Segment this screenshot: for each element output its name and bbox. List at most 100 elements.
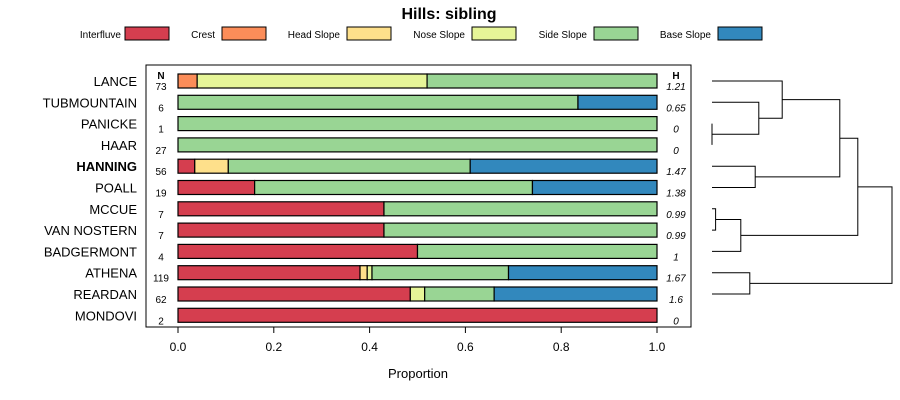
bar-hanning-head-slope — [194, 158, 229, 174]
bar-badgermont-side-slope — [416, 243, 658, 259]
legend-swatch-nose-slope — [471, 26, 517, 41]
legend-swatch-crest — [221, 26, 267, 41]
bar-van-nostern-side-slope — [383, 222, 658, 238]
legend-label-base-slope: Base Slope — [660, 30, 712, 41]
x-tick-label: 0.6 — [457, 340, 474, 354]
dendrogram-branch — [749, 186, 893, 284]
row-labels: LANCE 73 1.21 TUBMOUNTAIN 6 0.65 PANICKE 1 0 HAAR… — [43, 74, 687, 327]
legend-label-nose-slope: Nose Slope — [413, 30, 465, 41]
h-value-athena: 1.67 — [666, 274, 686, 285]
legend-swatch-interfluve — [124, 26, 170, 41]
bar-badgermont-interfluve — [177, 243, 419, 259]
bar-poall-base-slope — [531, 179, 658, 196]
bar-van-nostern-interfluve — [177, 222, 385, 238]
row-label-lance: LANCE — [94, 74, 138, 89]
n-value-hanning: 56 — [155, 167, 167, 178]
row-label-panicke: PANICKE — [81, 117, 137, 132]
n-value-panicke: 1 — [158, 125, 164, 136]
row-label-reardan: REARDAN — [73, 287, 137, 302]
row-label-mccue: MCCUE — [89, 202, 137, 217]
bar-lance-crest — [177, 73, 198, 89]
dendrogram-branch — [712, 165, 756, 188]
x-tick-label: 0.8 — [553, 340, 570, 354]
x-axis: 0.0 0.2 0.4 0.6 0.8 1.0 — [170, 327, 666, 354]
bar-tubmountain-base-slope — [577, 94, 658, 110]
legend-swatch-side-slope — [593, 26, 639, 41]
dendrogram — [711, 80, 893, 295]
n-value-poall: 19 — [155, 189, 167, 200]
h-value-reardan: 1.6 — [669, 295, 683, 306]
dendrogram-branch — [712, 80, 783, 119]
row-label-poall: POALL — [95, 181, 137, 196]
bar-haar-side-slope — [177, 137, 658, 153]
bar-mondovi-interfluve — [177, 307, 658, 323]
legend-label-side-slope: Side Slope — [539, 30, 588, 41]
legend: Interfluve Crest Head Slope Nose Slope Side … — [80, 26, 763, 41]
n-value-reardan: 62 — [155, 295, 167, 306]
n-header: N — [157, 71, 164, 82]
h-value-lance: 1.21 — [666, 82, 685, 93]
bar-athena-base-slope — [507, 265, 658, 281]
bar-poall-interfluve — [177, 179, 256, 196]
h-value-mccue: 0.99 — [666, 210, 686, 221]
bar-reardan-interfluve — [177, 286, 411, 302]
bar-hanning-interfluve — [177, 158, 196, 174]
row-label-badgermont: BADGERMONT — [44, 244, 137, 259]
legend-swatch-head-slope — [346, 26, 392, 41]
bar-athena-nose-slope — [366, 265, 373, 281]
x-axis-label: Proportion — [388, 366, 448, 381]
dendrogram-branch — [712, 101, 760, 135]
h-value-poall: 1.38 — [666, 189, 686, 200]
bar-tubmountain-side-slope — [177, 94, 579, 110]
n-value-mccue: 7 — [158, 210, 164, 221]
plot-panel — [145, 64, 692, 328]
bar-lance-nose-slope — [196, 73, 428, 89]
bar-mccue-side-slope — [383, 201, 658, 217]
row-label-mondovi: MONDOVI — [75, 308, 137, 323]
n-value-lance: 73 — [155, 82, 167, 93]
bar-athena-side-slope — [371, 265, 510, 281]
bar-lance-side-slope — [426, 73, 658, 89]
bar-reardan-base-slope — [493, 286, 658, 302]
row-label-athena: ATHENA — [85, 266, 137, 281]
n-value-mondovi: 2 — [158, 316, 164, 327]
row-label-tubmountain: TUBMOUNTAIN — [43, 95, 137, 110]
x-tick-label: 0.0 — [170, 340, 187, 354]
h-header: H — [672, 71, 679, 82]
bar-athena-head-slope — [359, 265, 368, 281]
x-tick-label: 1.0 — [649, 340, 666, 354]
x-tick-label: 0.4 — [361, 340, 378, 354]
n-value-badgermont: 4 — [158, 252, 164, 263]
dendrogram-branch — [712, 218, 742, 252]
bar-reardan-side-slope — [424, 286, 495, 302]
h-value-mondovi: 0 — [673, 316, 679, 327]
n-value-tubmountain: 6 — [158, 103, 164, 114]
h-value-haar: 0 — [673, 146, 679, 157]
dendrogram-branch — [755, 99, 841, 178]
bar-athena-interfluve — [177, 265, 361, 281]
row-label-haar: HAAR — [101, 138, 137, 153]
h-value-panicke: 0 — [673, 125, 679, 136]
bar-panicke-side-slope — [177, 115, 658, 132]
legend-swatch-base-slope — [717, 26, 763, 41]
row-label-van-nostern: VAN NOSTERN — [44, 223, 137, 238]
dendrogram-branch — [712, 208, 717, 231]
dendrogram-branch — [712, 272, 751, 295]
n-value-haar: 27 — [155, 146, 167, 157]
bar-mccue-interfluve — [177, 201, 385, 217]
h-value-van-nostern: 0.99 — [666, 231, 686, 242]
n-value-athena: 119 — [153, 274, 169, 285]
bar-poall-side-slope — [254, 179, 534, 196]
bar-hanning-base-slope — [469, 158, 658, 174]
row-label-hanning: HANNING — [76, 159, 137, 174]
h-value-hanning: 1.47 — [666, 167, 686, 178]
h-value-tubmountain: 0.65 — [666, 103, 686, 114]
legend-label-head-slope: Head Slope — [288, 30, 341, 41]
x-tick-label: 0.2 — [265, 340, 282, 354]
chart-title: Hills: sibling — [401, 6, 496, 23]
bars-group — [177, 73, 658, 323]
n-value-van-nostern: 7 — [158, 231, 164, 242]
bar-hanning-side-slope — [227, 158, 471, 174]
legend-label-interfluve: Interfluve — [80, 30, 122, 41]
